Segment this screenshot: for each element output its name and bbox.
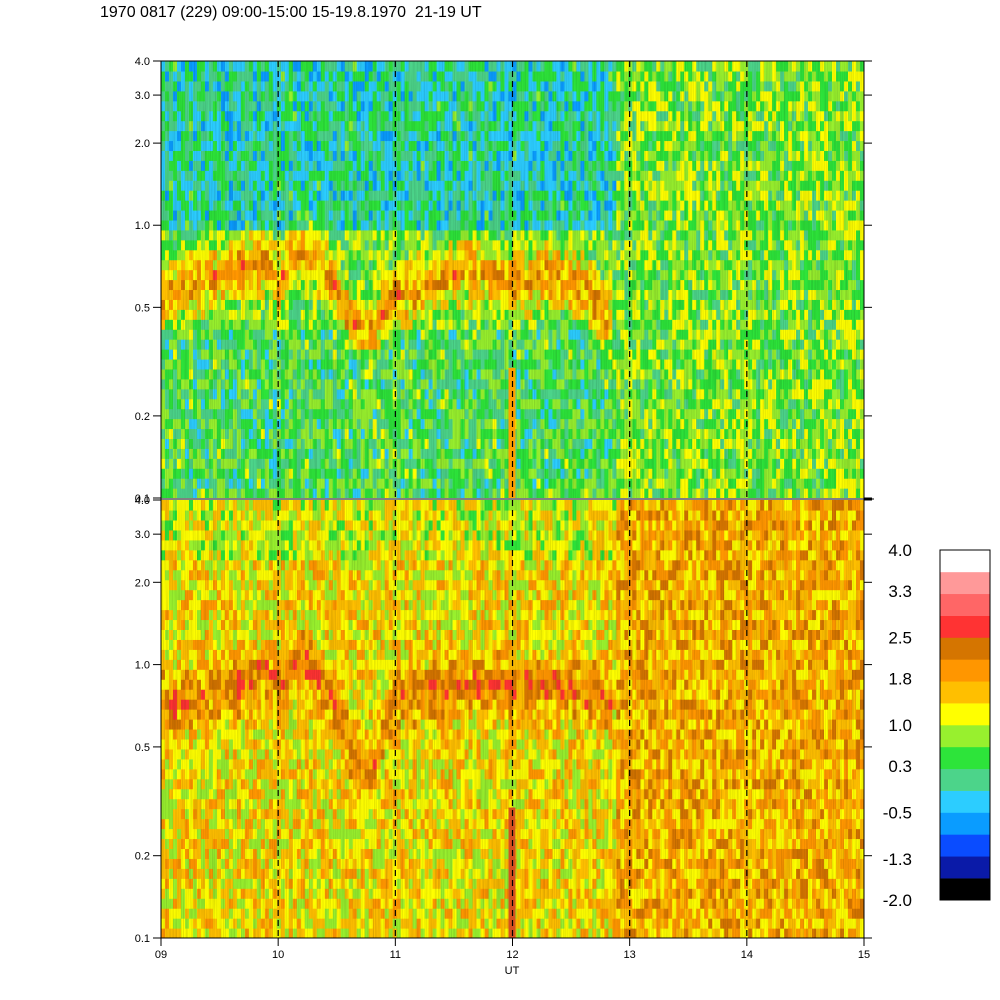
chart-title: 1970 0817 (229) 09:00-15:00 15-19.8.1970…: [100, 4, 482, 21]
